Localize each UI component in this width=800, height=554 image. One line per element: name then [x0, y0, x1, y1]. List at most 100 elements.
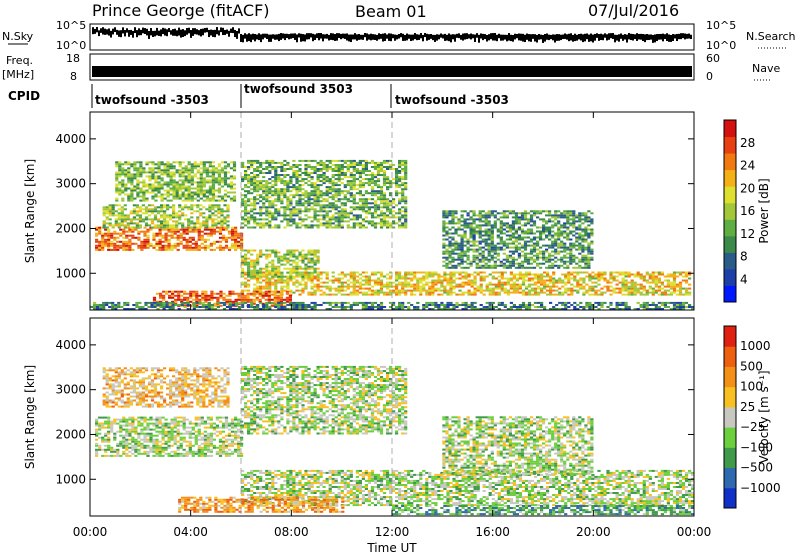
power-cell: [130, 187, 134, 190]
power-cell: [95, 244, 99, 247]
power-cell: [286, 184, 290, 187]
power-cell: [678, 291, 683, 294]
power-cell: [113, 238, 117, 241]
power-cell: [283, 214, 287, 217]
power-cell: [523, 244, 528, 247]
nsky-bar: [412, 34, 414, 41]
power-cell: [151, 185, 155, 188]
freq-label-line2: [MHz]: [2, 68, 34, 81]
power-cell: [551, 224, 555, 227]
power-cell: [298, 170, 302, 172]
power-cell: [243, 294, 247, 297]
power-cell: [529, 218, 534, 221]
power-cell: [172, 171, 176, 174]
power-cell: [277, 178, 281, 181]
power-cell: [688, 293, 692, 296]
power-cell: [376, 279, 381, 282]
power-cell: [277, 224, 281, 227]
power-cell: [256, 218, 260, 221]
power-cell: [352, 168, 356, 170]
power-cell: [688, 271, 692, 274]
power-cell: [247, 180, 251, 183]
power-cell: [126, 224, 130, 227]
power-cell: [566, 246, 570, 249]
power-cell: [490, 234, 494, 237]
power-cell: [343, 212, 347, 215]
power-cell: [551, 246, 555, 249]
power-cell: [518, 271, 522, 274]
power-cell: [232, 183, 237, 186]
power-cell: [478, 266, 482, 269]
power-cell: [131, 234, 135, 237]
power-cell: [310, 186, 314, 189]
power-cell: [539, 210, 543, 213]
power-cell: [431, 285, 435, 288]
power-cell: [200, 230, 204, 233]
power-cell: [265, 168, 269, 170]
power-cell: [451, 258, 455, 261]
power-cell: [265, 190, 269, 193]
power-cell: [508, 246, 512, 249]
power-cell: [253, 188, 257, 191]
power-cell: [413, 273, 417, 276]
power-cell: [301, 184, 305, 187]
power-cell: [187, 167, 191, 170]
power-cell: [286, 224, 290, 227]
power-cell: [367, 275, 371, 278]
power-cell: [155, 300, 160, 303]
power-cell: [548, 228, 552, 231]
power-cell: [442, 264, 446, 267]
power-cell: [523, 232, 528, 235]
power-cell: [166, 165, 170, 168]
power-cell: [567, 275, 571, 278]
power-cell: [506, 281, 510, 284]
power-cell: [184, 189, 188, 192]
power-cell: [490, 236, 494, 239]
power-cell: [252, 302, 256, 305]
power-cell: [654, 283, 658, 286]
power-cell: [268, 178, 272, 181]
power-cell: [570, 283, 574, 286]
power-cell: [325, 164, 329, 166]
power-cell: [448, 236, 452, 239]
power-cell: [298, 226, 302, 229]
power-cell: [218, 240, 223, 243]
power-cell: [154, 167, 158, 170]
nsky-bar: [286, 33, 288, 39]
power-cell: [286, 180, 290, 183]
power-cell: [470, 293, 474, 296]
power-cell: [164, 246, 168, 249]
power-cell: [624, 293, 628, 296]
power-cell: [130, 181, 134, 184]
power-cell: [137, 236, 141, 239]
power-cell: [364, 220, 368, 223]
power-cell: [349, 206, 353, 209]
power-cell: [316, 226, 320, 229]
nsky-bar: [494, 33, 496, 41]
power-cell: [499, 240, 503, 243]
power-cell: [382, 180, 387, 183]
power-cell: [325, 281, 329, 284]
power-cell: [202, 169, 206, 172]
power-cell: [395, 172, 399, 174]
power-cell: [304, 164, 308, 166]
power-cell: [199, 161, 203, 164]
power-cell: [395, 283, 399, 286]
power-cell: [301, 188, 305, 191]
power-cell: [364, 202, 368, 205]
power-cell: [520, 218, 525, 221]
power-cell: [352, 291, 356, 294]
power-cell: [389, 226, 393, 229]
nsky-bar: [394, 34, 396, 41]
nsky-bar: [218, 30, 220, 36]
power-cell: [145, 175, 149, 178]
power-cell: [379, 273, 384, 276]
power-cell: [379, 168, 384, 170]
power-cell: [234, 234, 238, 237]
power-cell: [505, 256, 509, 259]
power-cell: [452, 273, 456, 276]
power-cell: [127, 175, 131, 178]
power-cell: [161, 244, 165, 247]
power-cell: [217, 204, 221, 207]
power-cell: [376, 289, 381, 292]
